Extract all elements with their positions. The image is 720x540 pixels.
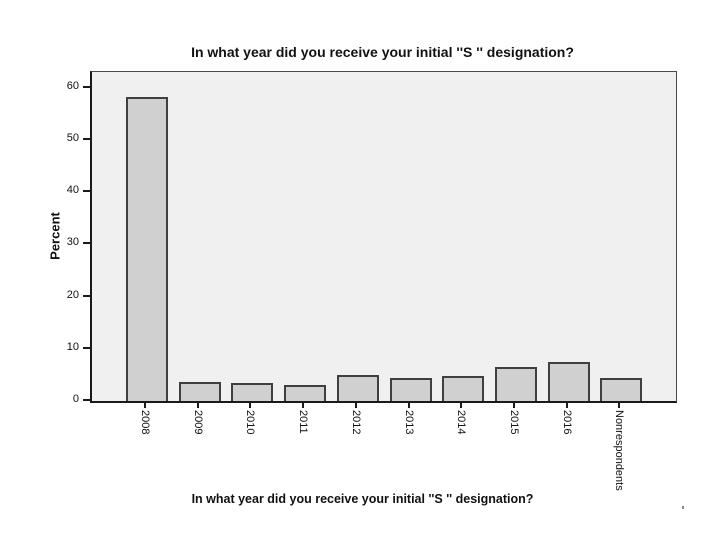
x-tick — [565, 402, 568, 408]
bar-2009 — [178, 381, 221, 401]
y-tick-label: 10 — [66, 340, 79, 353]
y-tick — [83, 242, 90, 245]
x-tick — [512, 402, 515, 408]
bar-2014 — [442, 375, 485, 401]
x-tick — [196, 402, 199, 408]
y-tick-label: 20 — [66, 288, 79, 301]
x-tick — [460, 402, 463, 408]
x-tick-label: 2008 — [139, 410, 151, 435]
y-tick — [83, 399, 90, 401]
bar-2015 — [494, 366, 537, 401]
x-tick-label: 2016 — [560, 410, 573, 435]
x-tick — [144, 402, 146, 408]
x-tick — [354, 402, 357, 408]
bar-2011 — [284, 385, 327, 401]
bar-2012 — [336, 375, 379, 401]
x-axis-title: In what year did you receive your initia… — [191, 492, 534, 506]
x-tick-label: 2015 — [507, 410, 520, 435]
y-tick-label: 60 — [66, 79, 79, 92]
x-tick-label: Nonrespondents — [613, 410, 626, 491]
y-tick-label: 50 — [66, 131, 79, 144]
chart-title: In what year did you receive your initia… — [191, 44, 574, 60]
stray-mark — [682, 506, 684, 509]
plot-area — [90, 71, 677, 403]
x-tick-label: 2014 — [455, 410, 468, 435]
y-tick — [83, 137, 90, 140]
y-tick — [83, 190, 90, 193]
x-tick — [407, 402, 410, 408]
x-tick — [249, 402, 252, 408]
x-tick-label: 2011 — [297, 410, 310, 434]
bar-2016 — [547, 361, 590, 401]
y-tick-label: 30 — [66, 236, 79, 249]
bar-2008 — [126, 97, 168, 401]
x-tick-label: 2009 — [191, 410, 204, 435]
y-tick-label: 0 — [72, 393, 79, 405]
x-tick-label: 2012 — [349, 410, 362, 435]
y-tick — [83, 346, 90, 349]
x-tick-label: 2013 — [402, 410, 415, 435]
bar-Nonrespondents — [600, 378, 643, 401]
y-tick — [83, 85, 90, 88]
bar-2013 — [389, 377, 432, 401]
y-tick-label: 40 — [66, 184, 79, 197]
bar-2010 — [231, 383, 274, 401]
x-tick — [302, 402, 305, 408]
x-tick — [618, 402, 621, 408]
y-tick — [83, 294, 90, 297]
x-tick-label: 2010 — [244, 410, 257, 435]
